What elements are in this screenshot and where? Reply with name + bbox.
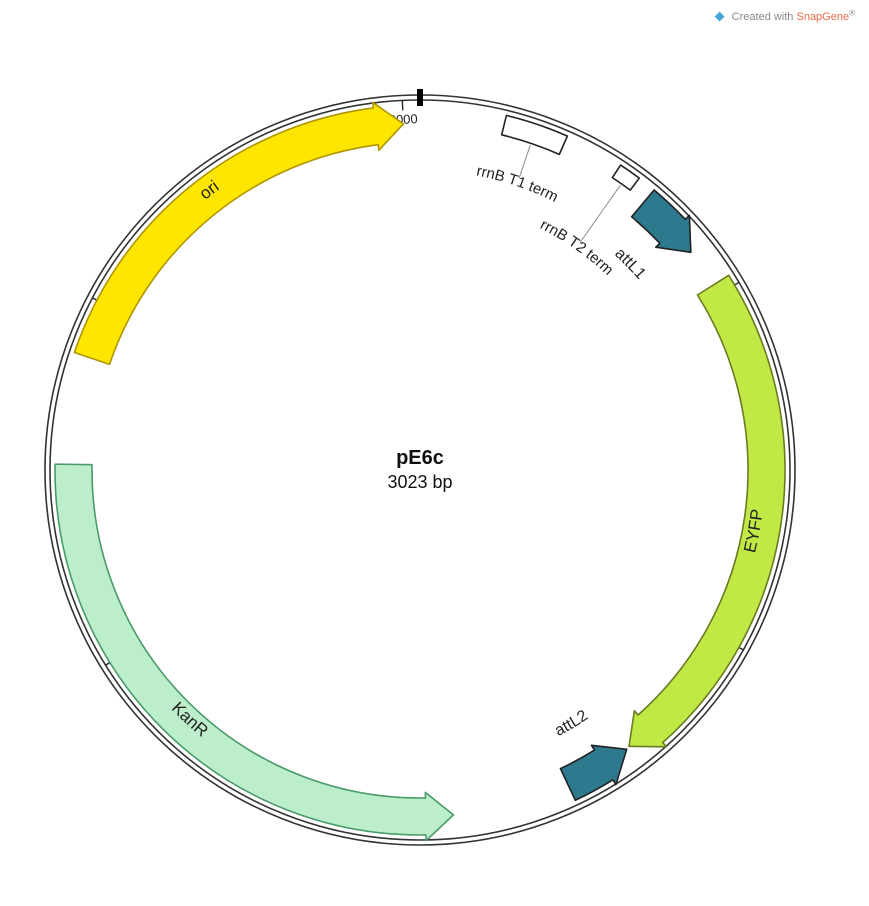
leader — [580, 185, 620, 242]
plasmid-size: 3023 bp — [387, 472, 452, 492]
feature-label: rrnB T1 term — [475, 162, 561, 205]
feature-attL2 — [560, 745, 626, 800]
backbone-outer — [45, 95, 795, 845]
feature-KanR — [55, 464, 453, 840]
credit-prefix: Created with — [732, 11, 797, 23]
plasmid-name: pE6c — [396, 447, 444, 469]
credit-brand: SnapGene — [796, 11, 849, 23]
leader — [519, 145, 530, 178]
credit-reg: ® — [849, 8, 855, 17]
feature-label: rrnB T2 term — [537, 216, 616, 279]
backbone-inner — [50, 100, 790, 840]
feature-attL1 — [632, 190, 691, 252]
feature-label: attL2 — [552, 707, 591, 740]
plasmid-map: 50010001500200025003000rrnB T1 termrrnB … — [0, 0, 869, 906]
feature-label: attL1 — [611, 245, 648, 283]
credit-icon: ◆ — [715, 8, 725, 23]
credit-line: ◆ Created with SnapGene® — [715, 8, 855, 24]
